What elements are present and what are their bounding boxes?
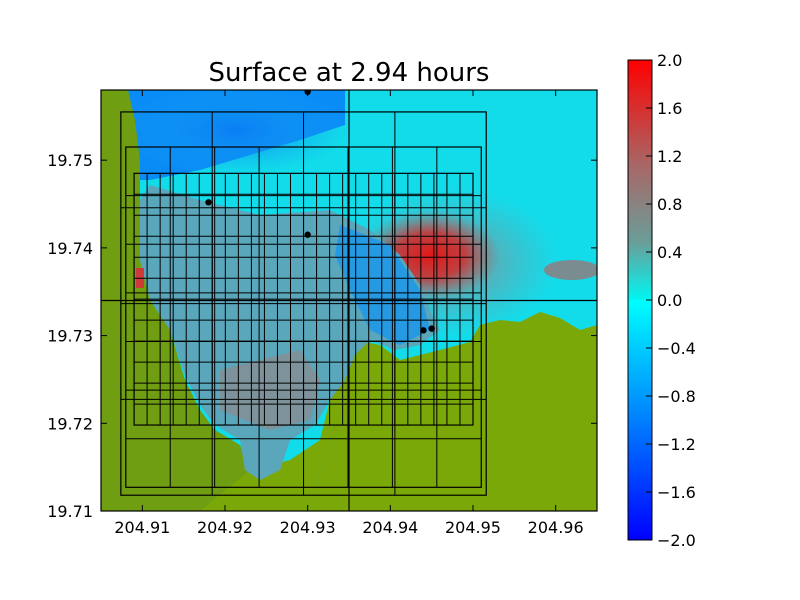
y-tick-label: 19.72: [47, 414, 93, 433]
y-tick-label: 19.75: [47, 151, 93, 170]
chart-title: Surface at 2.94 hours: [209, 58, 490, 88]
land-south-east: [310, 312, 597, 511]
y-tick-label: 19.71: [47, 502, 93, 521]
y-tick-label: 19.73: [47, 327, 93, 346]
gauge-point: [304, 231, 311, 238]
colorbar-tick-label: 2.0: [657, 51, 682, 70]
colorbar-tick-label: −0.4: [657, 339, 696, 358]
colorbar-tick-label: −1.2: [657, 435, 696, 454]
x-axis-ticks: 204.91 204.92 204.93 204.94 204.95 204.96: [114, 90, 584, 537]
colorbar-tick-label: 0.0: [657, 291, 682, 310]
bay-blue-channel: [335, 225, 430, 345]
sea-region-blue-glow: [120, 90, 350, 175]
colorbar-tick-label: −0.8: [657, 387, 696, 406]
colorbar-tick-label: −2.0: [657, 531, 696, 550]
x-tick-label: 204.92: [197, 518, 253, 537]
plot-frame: [100, 89, 598, 512]
section-lines: [101, 90, 597, 511]
y-tick-label: 19.74: [47, 239, 93, 258]
colorbar-tick-label: 0.8: [657, 195, 682, 214]
x-tick-label: 204.94: [362, 518, 418, 537]
y-axis-ticks: 19.71 19.72 19.73 19.74 19.75: [47, 151, 597, 521]
gauge-point: [420, 327, 427, 334]
amr-grid-lines: [120, 111, 487, 496]
x-tick-label: 204.91: [114, 518, 170, 537]
x-tick-label: 204.93: [280, 518, 336, 537]
gauge-point: [428, 325, 435, 332]
colorbar-ticks: 2.0 1.6 1.2 0.8 0.4 0.0 −0.4 −0.8 −1.2 −1.6 −2.0: [646, 51, 696, 550]
colorbar-tick-label: 0.4: [657, 243, 682, 262]
x-tick-label: 204.95: [445, 518, 501, 537]
surface-heatmap: [101, 90, 597, 511]
colorbar-tick-label: −1.6: [657, 483, 696, 502]
colorbar-tick-label: 1.6: [657, 99, 682, 118]
gauge-markers: [205, 90, 435, 334]
colorbar: 2.0 1.6 1.2 0.8 0.4 0.0 −0.4 −0.8 −1.2 −1.6 −2.0: [627, 51, 696, 550]
land-west: [101, 90, 260, 511]
surface-high-east: [544, 260, 597, 280]
colorbar-tick-label: 1.2: [657, 147, 682, 166]
gauge-point: [205, 199, 212, 206]
x-tick-label: 204.96: [528, 518, 584, 537]
